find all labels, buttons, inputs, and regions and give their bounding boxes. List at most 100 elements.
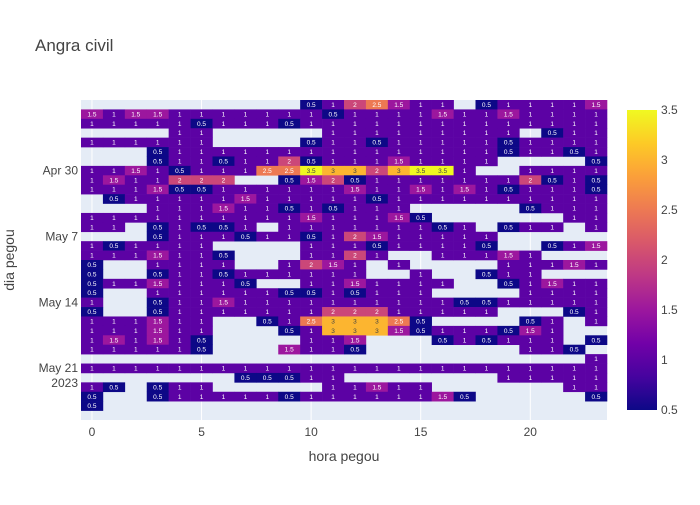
heatmap-cell (322, 391, 345, 402)
heatmap-cell (190, 203, 213, 214)
cell-value-label: 1 (397, 140, 401, 147)
heatmap-cell (409, 175, 432, 186)
cell-value-label: 1 (265, 300, 269, 307)
heatmap-cell (519, 165, 542, 176)
cell-value-label: 1 (594, 168, 598, 175)
heatmap-cell (234, 297, 257, 308)
cell-value-label: 1 (331, 347, 335, 354)
cell-value-label: 1 (178, 262, 182, 269)
cell-value-label: 1 (244, 224, 248, 231)
heatmap-cell (409, 109, 432, 120)
cell-value-label: 2 (287, 158, 291, 165)
heatmap-cell (344, 278, 367, 289)
heatmap-cell (300, 307, 323, 317)
heatmap-cell (585, 316, 608, 327)
heatmap-cell (563, 118, 586, 129)
cell-value-label: 1 (572, 177, 576, 184)
cell-value-label: 1 (594, 309, 598, 316)
cell-value-label: 1 (244, 158, 248, 165)
cell-value-label: 1 (331, 196, 335, 203)
heatmap-cell (256, 118, 279, 129)
heatmap-cell (146, 184, 169, 195)
heatmap-cell (124, 184, 148, 195)
cell-value-label: 1 (528, 187, 532, 194)
heatmap-cell (409, 147, 432, 157)
heatmap-cell (278, 325, 301, 336)
cell-value-label: 1 (375, 366, 379, 373)
cell-value-label: 1 (178, 224, 182, 231)
cell-value-label: 1 (331, 187, 335, 194)
heatmap-cell (409, 241, 432, 251)
heatmap-cell (322, 278, 345, 289)
cell-value-label: 1 (572, 168, 576, 175)
cell-value-label: 1 (200, 309, 204, 316)
cell-value-label: 1 (353, 206, 357, 213)
heatmap-cell (322, 203, 345, 214)
cell-value-label: 1 (287, 309, 291, 316)
cell-value-label: 0.5 (504, 328, 513, 335)
cell-value-label: 1 (244, 300, 248, 307)
x-tick-label: 0 (89, 425, 96, 439)
heatmap-cell (431, 325, 454, 336)
cell-value-label: 0.5 (197, 337, 206, 344)
cell-value-label: 1 (156, 243, 160, 250)
heatmap-cell (519, 288, 542, 298)
heatmap-cell (365, 325, 389, 336)
heatmap-cell (322, 382, 345, 393)
cell-value-label: 0.5 (285, 121, 294, 128)
heatmap-cell (365, 241, 389, 251)
cell-value-label: 1 (550, 375, 554, 382)
colorbar-ticks: 0.5 1 1.5 2 2.5 3 3.5 (661, 103, 678, 417)
heatmap-cell (146, 382, 169, 393)
heatmap-cell (300, 241, 323, 251)
cell-value-label: 1 (222, 366, 226, 373)
cell-value-label: 0.5 (504, 224, 513, 231)
heatmap-cell (322, 269, 345, 280)
cell-value-label: 1 (265, 290, 269, 297)
heatmap-cell (409, 297, 432, 308)
cell-value-label: 1.5 (307, 177, 316, 184)
heatmap-cell (541, 184, 564, 195)
heatmap-cell (81, 278, 104, 289)
cell-value-label: 1 (419, 384, 423, 391)
cell-value-label: 1 (222, 281, 226, 288)
heatmap-cell (234, 391, 257, 402)
heatmap-cell (322, 297, 345, 308)
cell-value-label: 0.5 (197, 121, 206, 128)
cell-value-label: 1 (178, 366, 182, 373)
colorbar-tick-label: 1 (661, 353, 668, 367)
cell-value-label: 0.5 (241, 281, 250, 288)
cell-value-label: 1 (309, 224, 313, 231)
cell-value-label: 1 (485, 149, 489, 156)
cell-value-label: 1 (485, 177, 489, 184)
heatmap-cell (146, 325, 169, 336)
cell-value-label: 1 (309, 281, 313, 288)
cell-value-label: 2 (353, 102, 357, 109)
heatmap-cell (519, 260, 542, 270)
cell-value-label: 1 (244, 215, 248, 222)
cell-value-label: 0.5 (87, 309, 96, 316)
x-tick-label: 20 (524, 425, 538, 439)
cell-value-label: 1 (375, 215, 379, 222)
cell-value-label: 1 (112, 318, 116, 325)
heatmap-cell (322, 241, 345, 251)
heatmap-cell (256, 297, 279, 308)
cell-value-label: 1 (594, 196, 598, 203)
heatmap-cell (585, 363, 608, 374)
heatmap-cell (168, 325, 191, 336)
cell-value-label: 1 (178, 347, 182, 354)
cell-value-label: 1 (287, 215, 291, 222)
cell-value-label: 1 (528, 337, 532, 344)
heatmap-cell (300, 175, 323, 186)
heatmap-cell (344, 137, 367, 148)
heatmap-cell (563, 288, 586, 298)
cell-value-label: 1 (112, 121, 116, 128)
heatmap-cell (475, 269, 498, 280)
heatmap-cell (585, 203, 608, 214)
cell-value-label: 0.5 (153, 271, 162, 278)
heatmap-cell (168, 278, 191, 289)
heatmap-cell (585, 194, 608, 204)
y-tick-label: May 21 (39, 361, 79, 375)
heatmap-cell (519, 194, 542, 204)
heatmap-cell (212, 109, 235, 120)
